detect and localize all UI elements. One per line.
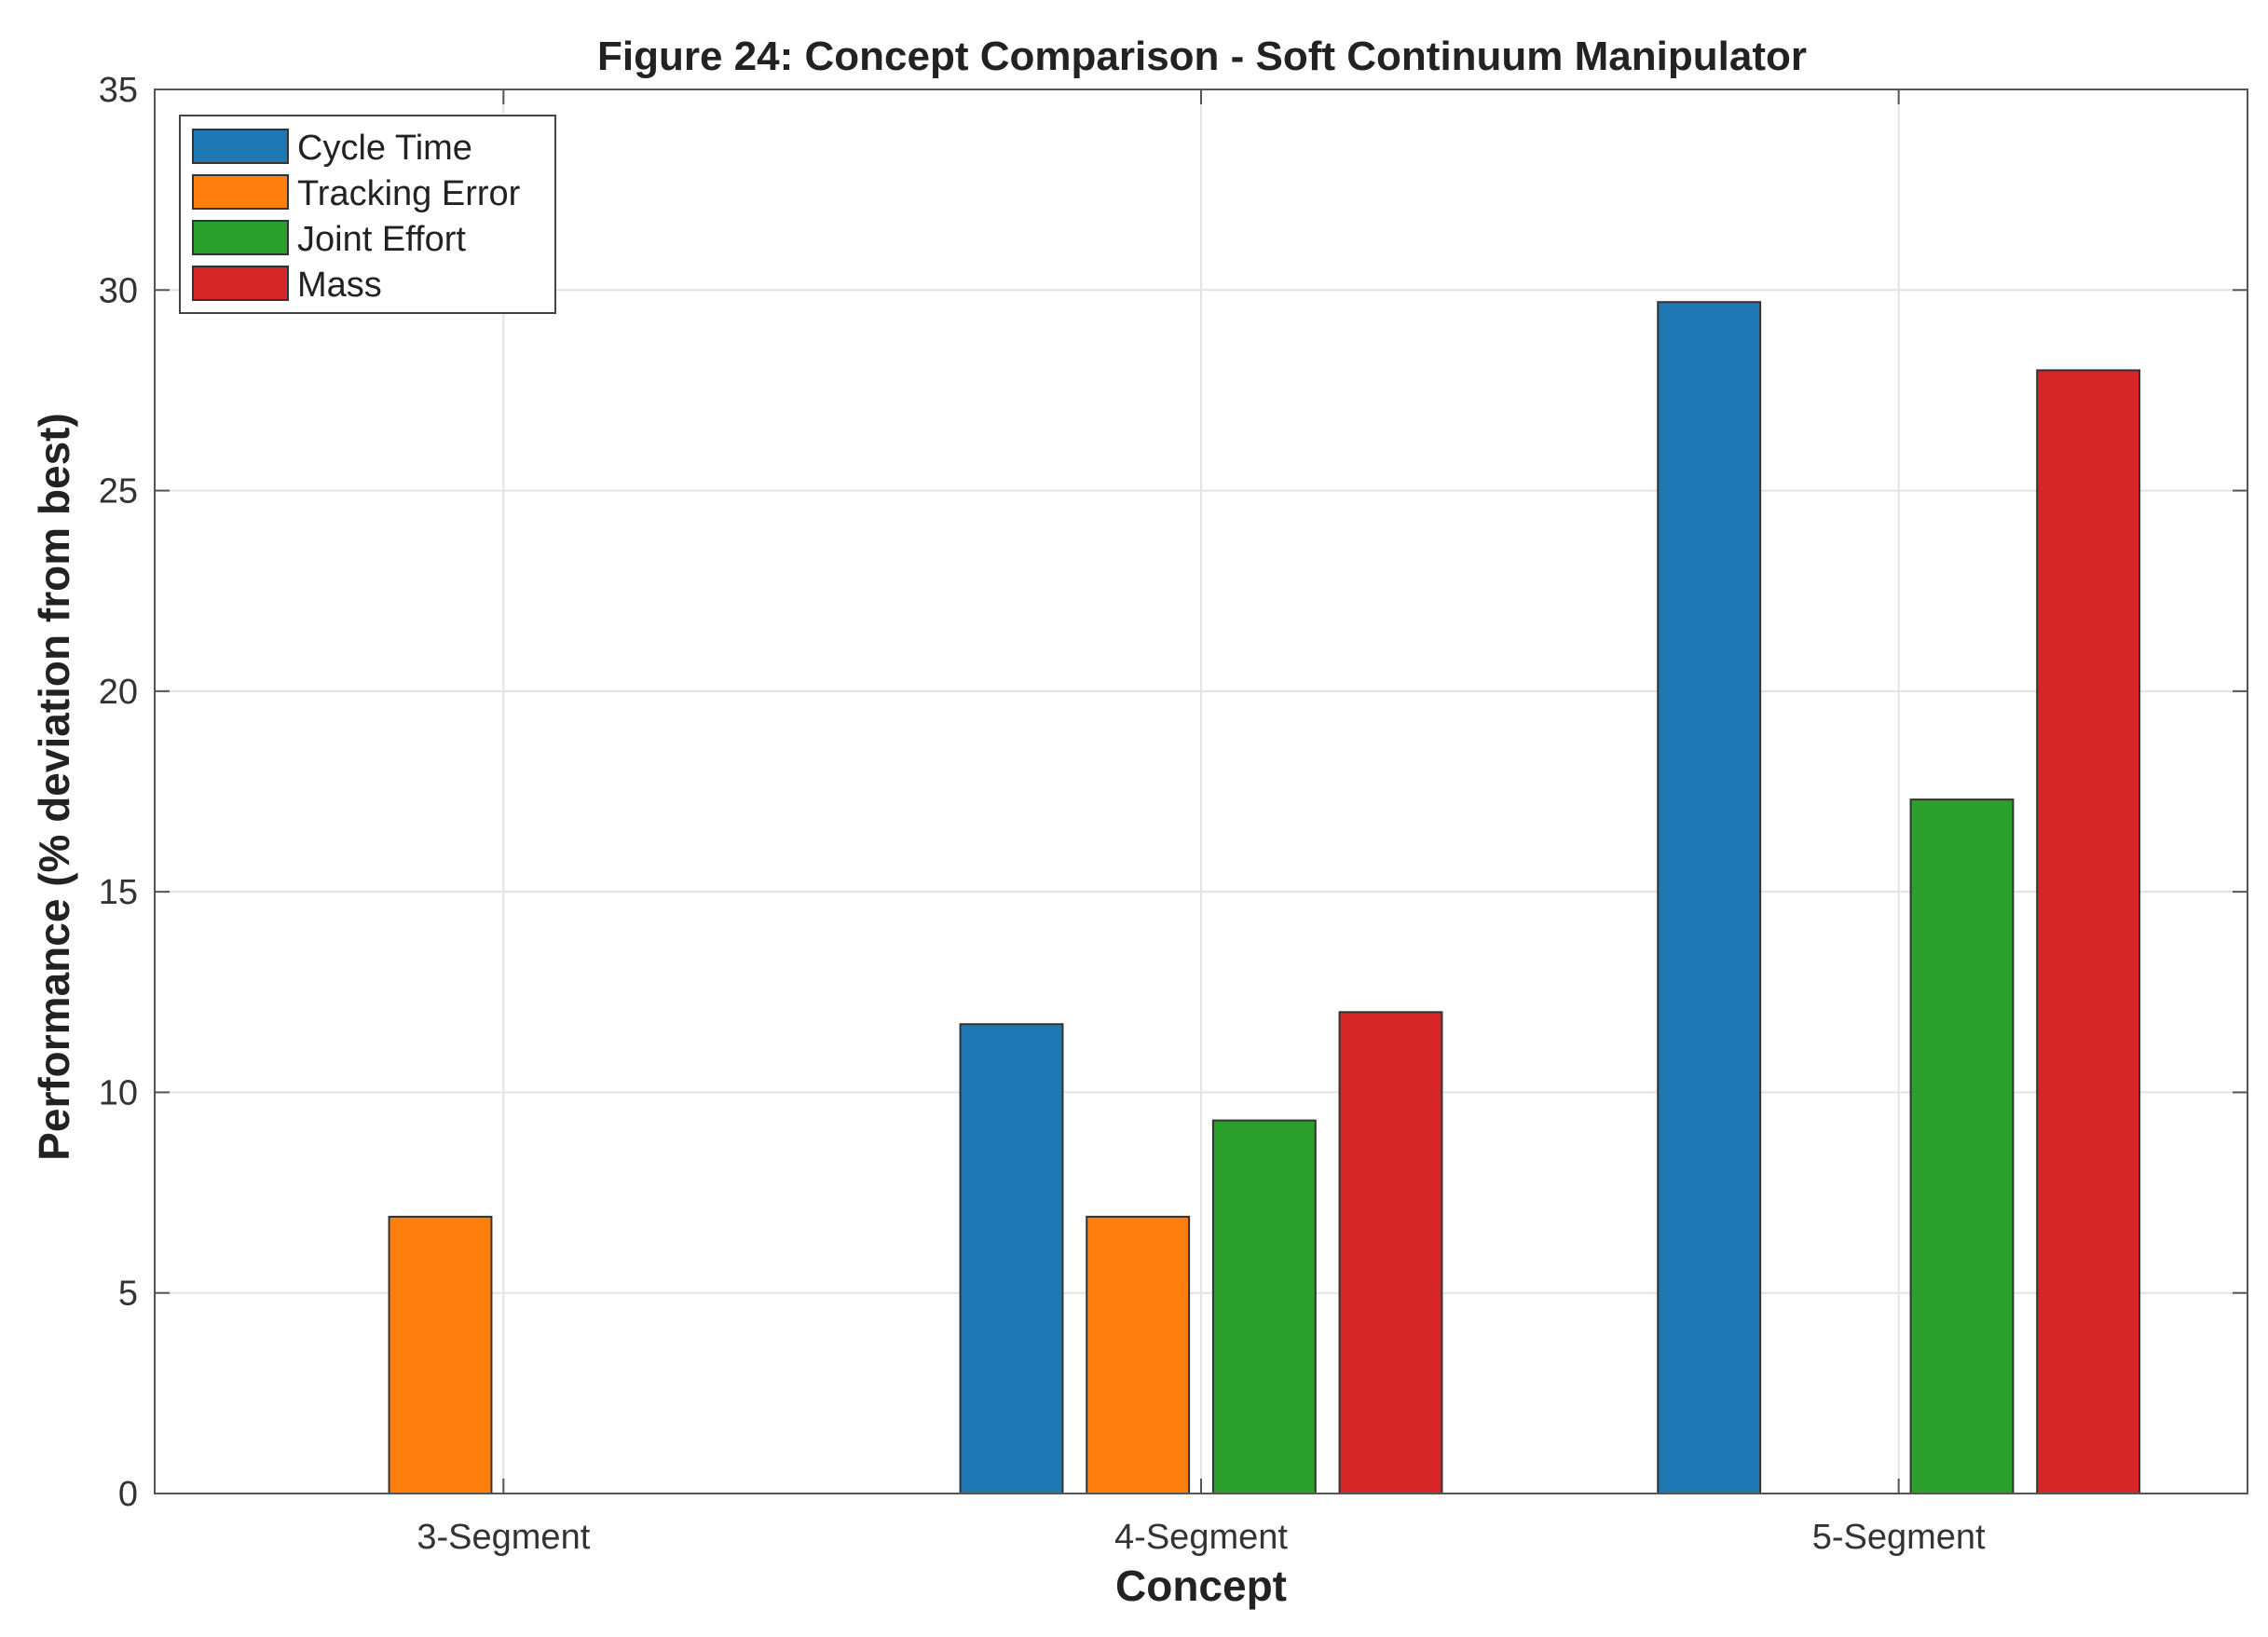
bar-tracking-error-4-segment	[1086, 1215, 1191, 1495]
legend-label: Tracking Error	[297, 174, 521, 213]
y-axis-label: Performance (% deviation from best)	[30, 413, 78, 1161]
bar-mass-5-segment	[2036, 369, 2141, 1494]
y-tick-label: 20	[99, 673, 138, 712]
x-tick-label: 5-Segment	[1812, 1518, 1986, 1557]
y-tick-label: 30	[99, 271, 138, 310]
bars	[388, 301, 2141, 1495]
chart-title: Figure 24: Concept Comparison - Soft Con…	[597, 34, 1807, 79]
legend-swatch	[192, 129, 289, 164]
bar-joint-effort-5-segment	[1909, 798, 2015, 1494]
y-tick-label: 25	[99, 472, 138, 512]
bar-cycle-time-5-segment	[1657, 301, 1762, 1494]
y-tick-label: 5	[118, 1275, 138, 1314]
y-tick-label: 15	[99, 873, 138, 912]
axis-ticks: 0 5 10 15 20 25 30 35 3-Segment 4-Segment 5-Segmen…	[99, 71, 2248, 1557]
legend-label: Mass	[297, 266, 382, 305]
legend-swatch	[192, 220, 289, 255]
bar-cycle-time-4-segment	[959, 1023, 1064, 1495]
legend-swatch	[192, 174, 289, 210]
bar-tracking-error-3-segment	[388, 1215, 493, 1495]
legend: Cycle Time Tracking Error Joint Effort Mass	[179, 115, 556, 314]
gridlines	[155, 89, 2248, 1494]
y-tick-label: 35	[99, 71, 138, 110]
y-tick-label: 0	[118, 1475, 138, 1514]
x-axis-label: Concept	[1115, 1562, 1287, 1610]
x-tick-label: 3-Segment	[417, 1518, 590, 1557]
bar-joint-effort-4-segment	[1211, 1119, 1317, 1495]
legend-label: Joint Effort	[297, 220, 466, 259]
legend-label: Cycle Time	[297, 129, 472, 168]
legend-swatch	[192, 266, 289, 301]
y-tick-label: 10	[99, 1073, 138, 1112]
x-tick-label: 4-Segment	[1114, 1518, 1288, 1557]
bar-mass-4-segment	[1338, 1011, 1443, 1495]
